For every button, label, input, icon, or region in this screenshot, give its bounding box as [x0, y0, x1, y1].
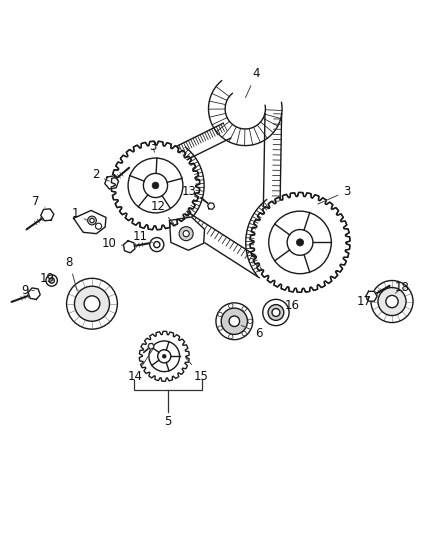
Polygon shape	[246, 200, 277, 276]
Circle shape	[248, 319, 252, 324]
Circle shape	[386, 295, 398, 308]
Polygon shape	[208, 80, 282, 146]
Text: 15: 15	[186, 358, 209, 383]
Circle shape	[229, 334, 233, 339]
Circle shape	[67, 278, 117, 329]
Circle shape	[297, 239, 304, 246]
Circle shape	[242, 306, 246, 311]
Circle shape	[263, 300, 289, 326]
Circle shape	[183, 231, 189, 237]
Circle shape	[150, 238, 164, 252]
Polygon shape	[176, 210, 268, 278]
Circle shape	[115, 145, 196, 226]
Circle shape	[229, 304, 233, 308]
Circle shape	[95, 223, 102, 229]
Circle shape	[149, 341, 180, 372]
Text: 19: 19	[40, 272, 55, 285]
Circle shape	[128, 158, 183, 213]
Circle shape	[88, 216, 96, 225]
Circle shape	[287, 230, 313, 255]
Text: 3: 3	[318, 184, 350, 204]
Circle shape	[378, 287, 406, 316]
Text: 4: 4	[246, 67, 260, 98]
Text: 14: 14	[127, 350, 153, 383]
Text: 5: 5	[164, 415, 172, 429]
Text: 16: 16	[279, 300, 300, 312]
Circle shape	[287, 230, 313, 255]
Polygon shape	[74, 211, 106, 233]
Circle shape	[218, 312, 223, 317]
Text: 3: 3	[149, 140, 156, 152]
Circle shape	[152, 182, 159, 189]
Polygon shape	[28, 288, 40, 300]
Text: 8: 8	[66, 256, 77, 291]
Text: 7: 7	[32, 195, 45, 208]
Text: 18: 18	[395, 281, 410, 294]
Polygon shape	[148, 343, 154, 349]
Circle shape	[242, 332, 246, 336]
Polygon shape	[208, 203, 215, 209]
Circle shape	[268, 304, 284, 320]
Text: 1: 1	[71, 207, 87, 221]
Circle shape	[154, 241, 160, 248]
Circle shape	[143, 173, 168, 198]
Text: 6: 6	[241, 326, 263, 340]
Polygon shape	[177, 123, 231, 161]
Polygon shape	[175, 147, 204, 224]
Circle shape	[272, 309, 280, 317]
Circle shape	[90, 219, 94, 223]
Circle shape	[221, 308, 247, 334]
Circle shape	[84, 296, 100, 312]
Circle shape	[152, 182, 159, 189]
Circle shape	[143, 173, 168, 198]
Polygon shape	[105, 176, 119, 189]
Circle shape	[229, 316, 240, 327]
Circle shape	[74, 286, 110, 321]
Circle shape	[218, 326, 223, 330]
Circle shape	[269, 211, 331, 273]
Circle shape	[115, 145, 196, 226]
Text: 10: 10	[101, 237, 124, 250]
Circle shape	[371, 280, 413, 322]
Circle shape	[179, 227, 193, 241]
Circle shape	[158, 350, 171, 363]
Polygon shape	[41, 209, 54, 221]
Circle shape	[254, 197, 346, 288]
Polygon shape	[263, 114, 282, 206]
Text: 9: 9	[21, 284, 34, 297]
Circle shape	[216, 303, 253, 340]
Polygon shape	[170, 217, 205, 251]
Polygon shape	[124, 241, 135, 253]
Circle shape	[142, 334, 186, 378]
Circle shape	[269, 211, 331, 273]
Circle shape	[49, 278, 54, 283]
Circle shape	[297, 239, 304, 246]
Circle shape	[128, 158, 183, 213]
Text: 11: 11	[133, 230, 152, 243]
Text: 2: 2	[92, 168, 109, 181]
Polygon shape	[366, 292, 377, 301]
Circle shape	[162, 354, 166, 358]
Circle shape	[254, 197, 346, 288]
Text: 13: 13	[182, 184, 205, 202]
Text: 17: 17	[357, 295, 372, 308]
Circle shape	[46, 275, 57, 286]
Text: 12: 12	[151, 199, 176, 226]
